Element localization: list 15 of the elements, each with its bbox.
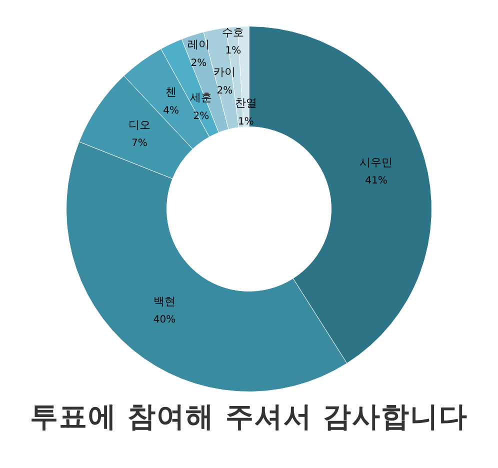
- data-label: 40%: [153, 314, 176, 326]
- data-label: 7%: [131, 138, 148, 150]
- slice-label: 디오: [128, 118, 150, 132]
- slice-label: 백현: [154, 294, 176, 308]
- data-label: 41%: [365, 176, 388, 187]
- data-label: 2%: [216, 85, 233, 96]
- data-label: 1%: [225, 46, 242, 57]
- slice-label: 시우민: [360, 156, 393, 169]
- slice-label: 레이: [188, 38, 210, 52]
- slice-label: 수호: [222, 26, 244, 39]
- slice-label: 카이: [214, 66, 236, 79]
- slice-label: 첸: [166, 86, 177, 99]
- data-label: 4%: [163, 105, 180, 116]
- text: 투표에 참여해 주셔서 감사합니다: [28, 399, 470, 435]
- data-label: 2%: [190, 58, 207, 69]
